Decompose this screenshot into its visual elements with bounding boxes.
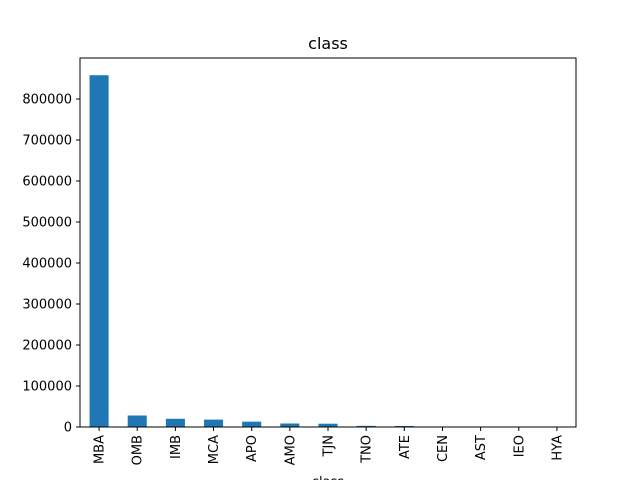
x-tick-label: AMO	[283, 435, 298, 465]
x-tick-label: TNO	[360, 435, 375, 464]
plot-frame	[79, 57, 577, 428]
x-tick-label: OMB	[131, 435, 146, 465]
x-tick-label: IEO	[512, 435, 527, 457]
bars	[89, 75, 567, 427]
y-tick-label: 600000	[22, 175, 72, 190]
bar-mba	[89, 75, 109, 427]
x-tick-label: CEN	[436, 435, 451, 462]
y-tick-label: 800000	[22, 93, 72, 108]
chart-title: class	[308, 34, 348, 53]
y-tick-label: 300000	[22, 298, 72, 313]
x-tick-label: TJN	[322, 435, 337, 458]
bar-imb	[165, 418, 185, 427]
x-axis: MBA OMB IMB MCA APO AMO TJN TNO ATE CEN AST IEO HYA	[93, 427, 565, 465]
bar-tno	[356, 425, 376, 427]
y-tick-label: 0	[64, 421, 72, 436]
y-tick-label: 200000	[22, 339, 72, 354]
x-tick-label: IMB	[169, 435, 184, 459]
x-tick-label: ATE	[398, 435, 413, 459]
x-axis-label: class	[312, 475, 344, 480]
bar-omb	[127, 415, 147, 427]
y-axis: 0 100000 200000 300000 400000 500000 600000 700…	[22, 93, 80, 436]
x-tick-label: APO	[245, 435, 260, 462]
y-tick-label: 400000	[22, 257, 72, 272]
bar-amo	[280, 423, 300, 427]
bar-apo	[242, 421, 262, 427]
y-tick-label: 100000	[22, 380, 72, 395]
bar-ate	[394, 425, 414, 427]
bar-mca	[204, 419, 224, 427]
y-tick-label: 700000	[22, 134, 72, 149]
x-tick-label: MBA	[93, 435, 108, 464]
y-tick-label: 500000	[22, 216, 72, 231]
x-tick-label: MCA	[207, 435, 222, 464]
bar-tjn	[318, 423, 338, 427]
x-tick-label: AST	[474, 435, 489, 460]
x-tick-label: HYA	[550, 435, 565, 461]
